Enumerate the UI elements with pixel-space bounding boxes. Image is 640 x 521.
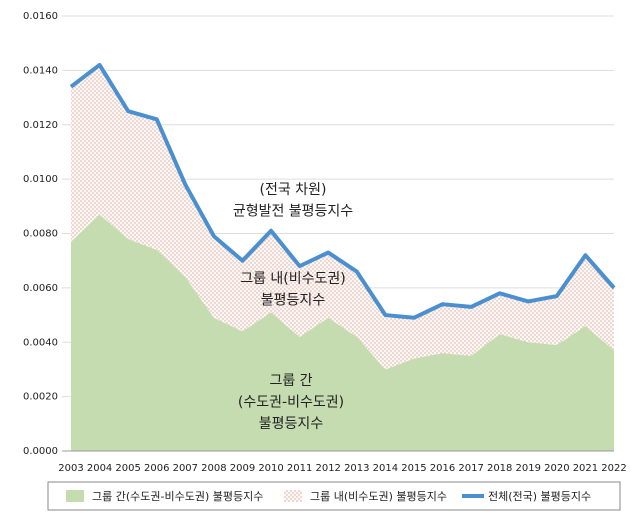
legend-label: 그룹 간(수도권-비수도권) 불평등지수 [92,490,263,503]
x-tick-label: 2008 [201,463,226,474]
area [71,214,614,451]
y-tick-label: 0.0020 [23,392,58,403]
x-tick-label: 2005 [115,463,140,474]
x-tick-label: 2020 [544,463,569,474]
x-tick-label: 2017 [458,463,483,474]
x-tick-label: 2022 [601,463,626,474]
y-tick-label: 0.0000 [23,446,58,457]
x-tick-label: 2006 [144,463,169,474]
y-tick-label: 0.0060 [23,283,58,294]
y-tick-label: 0.0040 [23,337,58,348]
x-tick-label: 2004 [87,463,112,474]
line [69,62,616,320]
x-tick-label: 2010 [258,463,283,474]
annotation: 그룹 간 [269,373,312,389]
legend-label: 전체(전국) 불평등지수 [488,490,591,503]
x-tick-label: 2011 [287,463,312,474]
y-tick-label: 0.0080 [23,229,58,240]
x-tick-label: 2012 [315,463,340,474]
x-tick-label: 2003 [58,463,83,474]
annotation: 균형발전 불평등지수 [233,204,353,220]
x-tick-label: 2007 [173,463,198,474]
x-tick-label: 2018 [487,463,512,474]
y-tick-label: 0.0160 [23,11,58,22]
legend-swatch [284,490,302,502]
legend-swatch [66,490,84,502]
y-tick-label: 0.0100 [23,174,58,185]
x-tick-label: 2021 [573,463,598,474]
annotation: 그룹 내(비수도권) [240,271,346,287]
annotation: 불평등지수 [261,293,326,309]
legend-box [47,481,621,511]
y-tick-label: 0.0140 [23,65,58,76]
x-tick-label: 2013 [344,463,369,474]
legend-label: 그룹 내(비수도권) 불평등지수 [310,490,447,503]
annotation: (수도권-비수도권) [238,395,344,411]
annotation: 불평등지수 [259,416,324,432]
x-tick-label: 2014 [373,463,398,474]
area [71,64,614,370]
x-tick-label: 2016 [430,463,455,474]
x-tick-label: 2009 [230,463,255,474]
x-tick-label: 2015 [401,463,426,474]
x-tick-label: 2019 [516,463,541,474]
y-tick-label: 0.0120 [23,120,58,131]
annotation: (전국 차원) [260,182,327,198]
